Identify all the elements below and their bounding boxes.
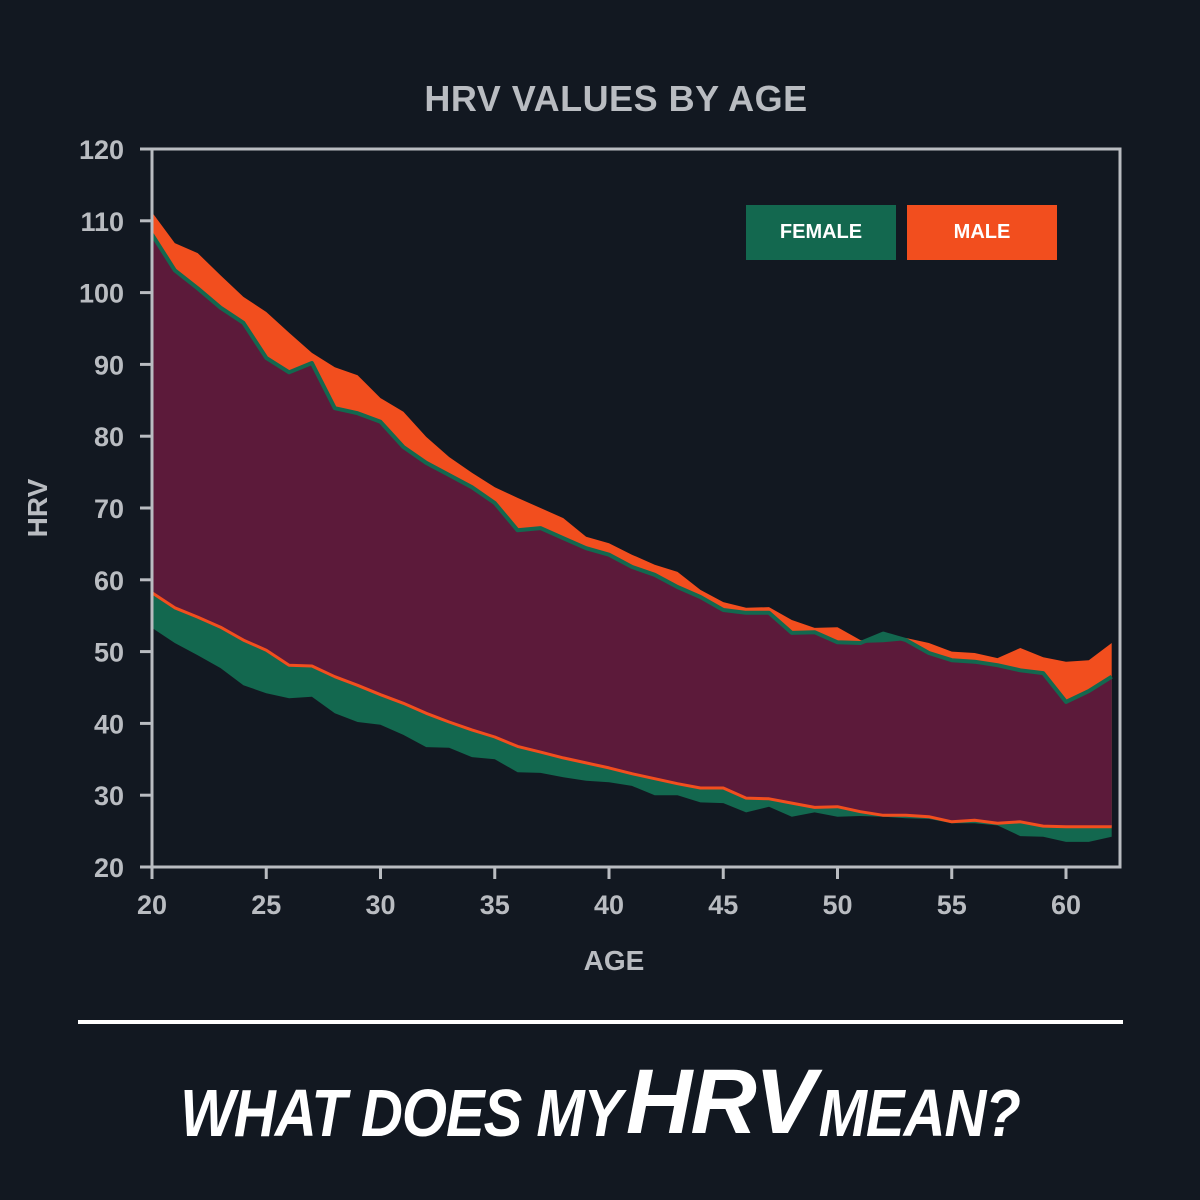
x-tick-label: 45 [708,890,738,920]
x-tick-label: 25 [251,890,281,920]
legend-female: FEMALE [746,205,896,260]
y-tick-label: 110 [80,207,124,237]
chart-axes: 20 30 40 50 60 70 80 90 100 110 120 20 25 30 35 40 45 50 5… [79,135,1122,920]
headline-part1: WHAT DOES MY [180,1076,622,1151]
headline-emphasis: HRV [625,1051,816,1153]
y-tick-label: 100 [79,279,124,309]
chart-areas [150,212,1113,842]
y-tick-label: 120 [79,135,124,165]
y-tick-label: 30 [94,781,124,811]
overlap-band [152,234,1112,827]
legend-female-label: FEMALE [779,221,863,243]
y-tick-label: 40 [94,709,124,739]
y-tick-label: 20 [94,853,124,883]
x-tick-label: 40 [594,890,624,920]
headline: WHAT DOES MY HRV MEAN? [0,1050,1200,1153]
x-tick-label: 20 [137,890,167,920]
y-tick-label: 50 [94,638,124,668]
female-upper-line [150,233,1113,704]
y-axis-label: HRV [22,478,53,537]
chart-title: HRV VALUES BY AGE [424,78,808,119]
male-lower-line [151,591,1112,829]
x-tick-label: 60 [1051,890,1081,920]
divider [78,1020,1123,1024]
y-tick-label: 80 [94,422,124,452]
x-tick-label: 50 [822,890,852,920]
hrv-chart: 20 30 40 50 60 70 80 90 100 110 120 20 25 30 35 40 45 50 5… [22,135,1122,976]
x-tick-label: 35 [480,890,510,920]
y-tick-label: 60 [94,566,124,596]
x-tick-label: 55 [937,890,967,920]
legend-male-label: MALE [953,221,1011,243]
x-axis-label: AGE [584,945,645,976]
legend-male: MALE [907,205,1057,260]
x-tick-label: 30 [365,890,395,920]
y-tick-label: 90 [94,350,124,380]
headline-part2: MEAN? [818,1076,1021,1151]
y-tick-label: 70 [94,494,124,524]
